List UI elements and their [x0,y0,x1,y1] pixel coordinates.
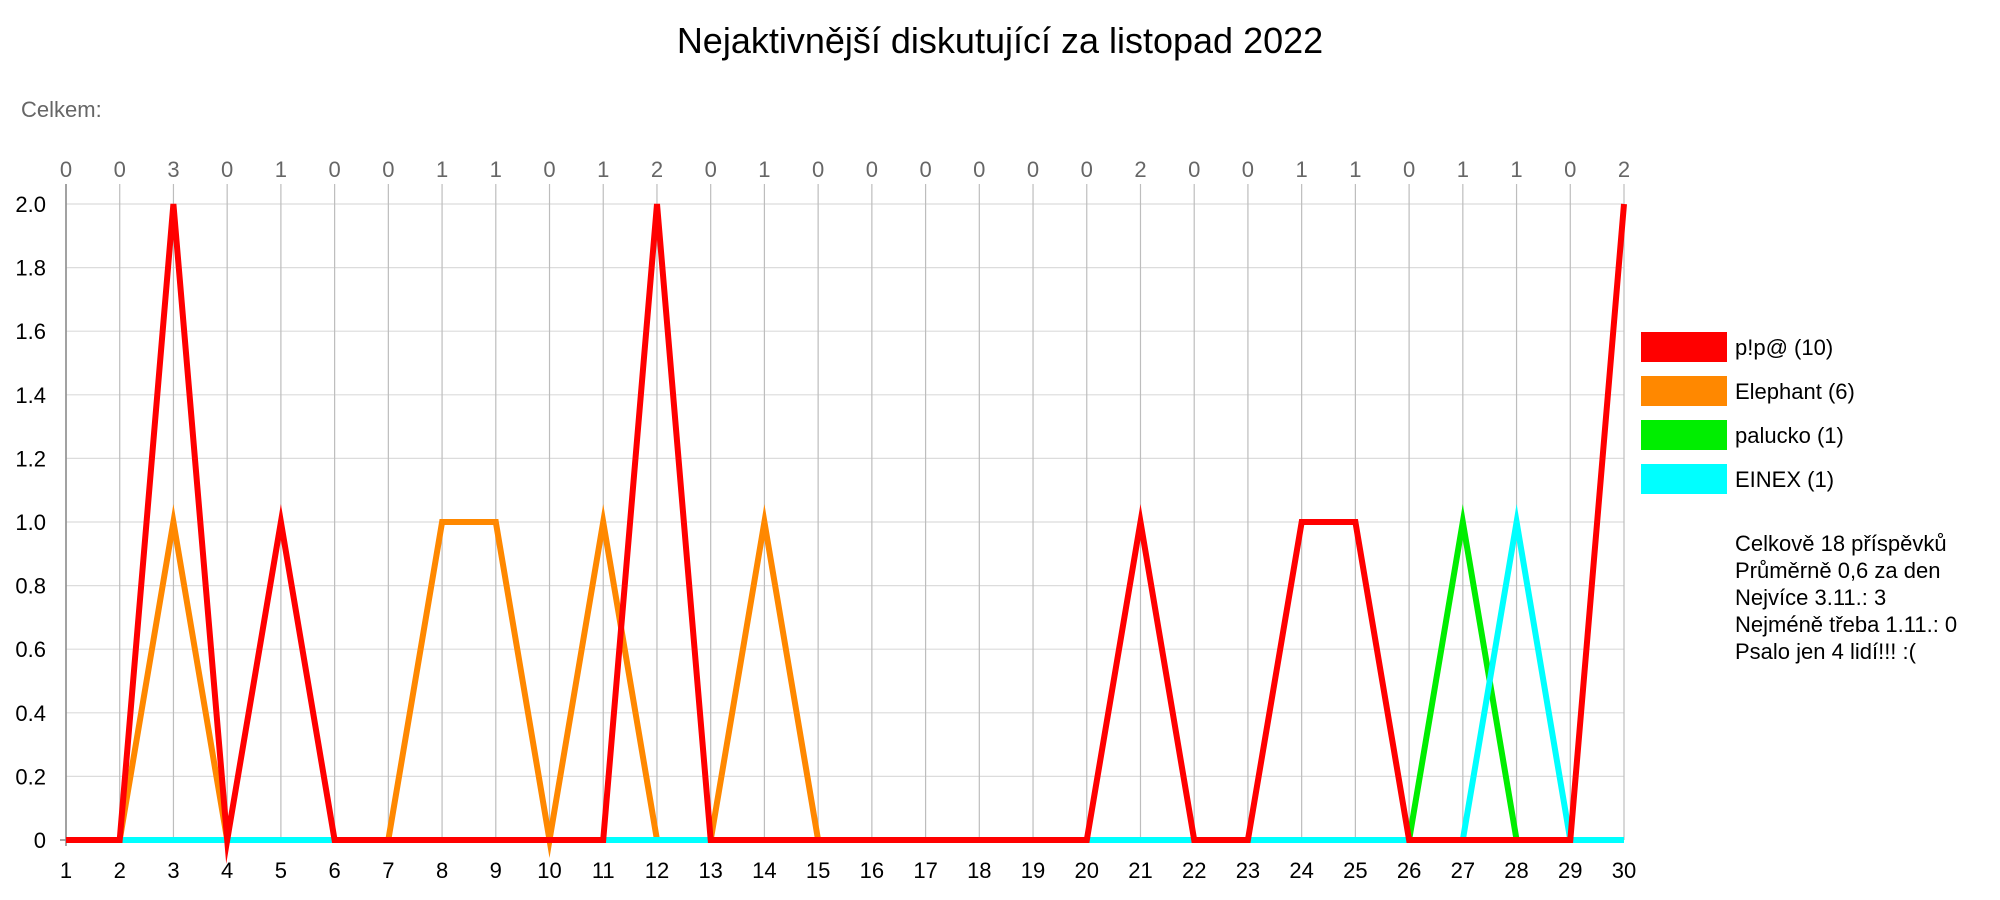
daily-total-label: 0 [1188,157,1200,182]
x-tick-label: 28 [1504,858,1528,883]
x-tick-label: 17 [913,858,937,883]
y-tick-label: 1.8 [15,256,46,281]
daily-total-label: 0 [1242,157,1254,182]
legend-swatch [1641,376,1727,406]
legend-label: p!p@ (10) [1735,335,1833,360]
y-tick-label: 0.8 [15,574,46,599]
y-tick-label: 1.0 [15,510,46,535]
daily-totals: 0 0 3 0 1 0 0 1 1 0 1 2 0 1 0 0 0 0 0 0 2 0 0 1 1 0 1 1 0 2 [60,157,1630,182]
y-tick-label: 2.0 [15,192,46,217]
series-line-elephant-6 [66,503,1624,859]
x-tick-label: 1 [60,858,72,883]
daily-total-label: 0 [328,157,340,182]
series-lines [66,203,1627,864]
daily-total-label: 0 [1564,157,1576,182]
axes [60,184,1624,846]
daily-total-label: 1 [490,157,502,182]
x-tick-label: 3 [167,858,179,883]
daily-total-label: 0 [1403,157,1415,182]
x-tick-label: 27 [1451,858,1475,883]
x-tick-label: 6 [328,858,340,883]
legend-label: Elephant (6) [1735,379,1855,404]
x-tick-label: 23 [1236,858,1260,883]
series-line-palucko-1 [66,503,1624,843]
y-axis-ticks: 0 0.2 0.4 0.6 0.8 1.0 1.2 1.4 1.6 1.8 2.0 [15,192,46,853]
legend-label: palucko (1) [1735,423,1844,448]
x-tick-label: 10 [537,858,561,883]
y-tick-label: 0.2 [15,764,46,789]
y-tick-label: 1.2 [15,446,46,471]
x-tick-label: 14 [752,858,776,883]
x-tick-label: 30 [1612,858,1636,883]
legend: p!p@ (10) Elephant (6) palucko (1) EINEX (1… [1641,332,1855,494]
y-tick-label: 0.6 [15,637,46,662]
x-tick-label: 7 [382,858,394,883]
x-tick-label: 22 [1182,858,1206,883]
y-tick-label: 1.4 [15,383,46,408]
x-tick-label: 21 [1128,858,1152,883]
daily-total-label: 0 [866,157,878,182]
legend-swatch [1641,464,1727,494]
x-tick-label: 9 [490,858,502,883]
stats-line: Průměrně 0,6 za den [1735,558,1940,583]
daily-total-label: 1 [758,157,770,182]
daily-total-label: 2 [651,157,663,182]
legend-swatch [1641,420,1727,450]
daily-total-label: 0 [919,157,931,182]
daily-total-label: 0 [114,157,126,182]
daily-total-label: 0 [973,157,985,182]
x-tick-label: 29 [1558,858,1582,883]
daily-total-label: 0 [382,157,394,182]
x-tick-label: 8 [436,858,448,883]
series-line-einex-1 [66,503,1624,843]
daily-total-label: 1 [597,157,609,182]
daily-total-label: 0 [1081,157,1093,182]
stats-line: Nejvíce 3.11.: 3 [1735,585,1886,610]
x-axis-ticks: 1 2 3 4 5 6 7 8 9 10 11 12 13 14 15 16 17 18 19 20 21 22 23 24 2… [60,858,1636,883]
daily-total-label: 2 [1618,157,1630,182]
x-tick-label: 2 [114,858,126,883]
daily-total-label: 3 [167,157,179,182]
stats-line: Nejméně třeba 1.11.: 0 [1735,612,1957,637]
stats-line: Celkově 18 příspěvků [1735,531,1947,556]
x-tick-label: 13 [698,858,722,883]
x-tick-label: 11 [592,858,615,883]
legend-swatch [1641,332,1727,362]
x-tick-label: 18 [967,858,991,883]
x-tick-label: 16 [860,858,884,883]
y-tick-label: 0 [34,828,46,853]
daily-total-label: 1 [1349,157,1361,182]
x-tick-label: 20 [1075,858,1099,883]
x-tick-label: 12 [645,858,669,883]
daily-total-label: 1 [1296,157,1308,182]
x-tick-label: 19 [1021,858,1045,883]
y-tick-label: 0.4 [15,701,46,726]
x-tick-label: 24 [1289,858,1313,883]
daily-total-label: 1 [1457,157,1469,182]
legend-label: EINEX (1) [1735,467,1834,492]
daily-total-label: 0 [221,157,233,182]
daily-total-label: 0 [812,157,824,182]
x-tick-label: 25 [1343,858,1367,883]
daily-total-label: 1 [436,157,448,182]
daily-total-label: 1 [275,157,287,182]
stats-line: Psalo jen 4 lidí!!! :( [1735,639,1917,664]
x-tick-label: 15 [806,858,830,883]
daily-total-label: 0 [543,157,555,182]
daily-total-label: 1 [1510,157,1522,182]
x-tick-label: 4 [221,858,233,883]
x-tick-label: 26 [1397,858,1421,883]
daily-total-label: 2 [1134,157,1146,182]
daily-total-label: 0 [705,157,717,182]
y-tick-label: 1.6 [15,319,46,344]
daily-total-label: 0 [1027,157,1039,182]
daily-total-label: 0 [60,157,72,182]
series-line-p-p-10 [66,203,1627,864]
x-tick-label: 5 [275,858,287,883]
chart-title: Nejaktivnější diskutující za listopad 20… [677,20,1323,61]
total-label: Celkem: [21,97,102,122]
